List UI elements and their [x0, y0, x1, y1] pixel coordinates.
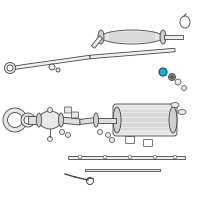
FancyBboxPatch shape [64, 107, 72, 113]
Circle shape [98, 130, 102, 134]
Circle shape [21, 113, 35, 127]
Circle shape [128, 155, 132, 159]
Polygon shape [91, 36, 103, 48]
Circle shape [103, 155, 107, 159]
Polygon shape [164, 35, 183, 39]
Ellipse shape [36, 113, 42, 127]
Ellipse shape [160, 30, 166, 44]
FancyBboxPatch shape [72, 112, 78, 118]
Circle shape [48, 108, 52, 112]
Circle shape [4, 62, 16, 73]
Circle shape [159, 68, 167, 76]
Ellipse shape [39, 111, 61, 129]
Circle shape [24, 116, 32, 124]
Ellipse shape [94, 113, 98, 127]
Circle shape [173, 155, 177, 159]
Circle shape [170, 75, 174, 78]
Circle shape [7, 65, 13, 71]
Circle shape [56, 68, 60, 72]
Circle shape [182, 86, 186, 90]
Ellipse shape [178, 110, 186, 114]
Ellipse shape [101, 30, 163, 44]
Circle shape [60, 130, 64, 134]
Polygon shape [80, 118, 95, 124]
Circle shape [3, 108, 27, 132]
Circle shape [66, 132, 70, 138]
Circle shape [175, 79, 181, 85]
Polygon shape [68, 156, 185, 158]
Ellipse shape [98, 30, 104, 44]
FancyBboxPatch shape [113, 104, 177, 136]
Circle shape [49, 64, 55, 70]
Polygon shape [85, 169, 160, 171]
Circle shape [168, 73, 176, 80]
Ellipse shape [58, 113, 64, 127]
Polygon shape [90, 48, 175, 59]
Ellipse shape [113, 107, 121, 133]
Polygon shape [28, 116, 39, 124]
Circle shape [8, 112, 22, 128]
Polygon shape [95, 117, 116, 122]
Circle shape [153, 155, 157, 159]
Circle shape [106, 132, 110, 138]
Circle shape [110, 138, 114, 142]
Polygon shape [61, 117, 80, 125]
Ellipse shape [171, 102, 179, 108]
Ellipse shape [169, 107, 177, 133]
Polygon shape [12, 55, 90, 70]
Circle shape [78, 155, 82, 159]
Circle shape [48, 136, 52, 142]
